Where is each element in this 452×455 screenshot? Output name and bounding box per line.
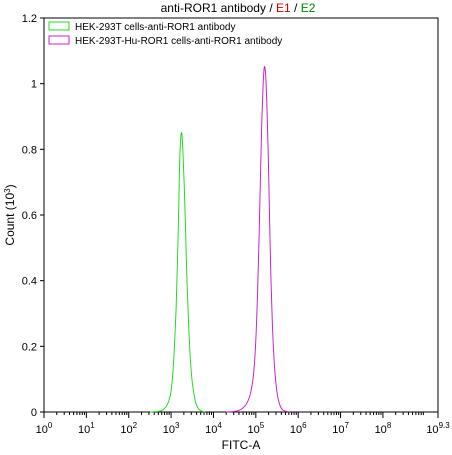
series-layer [149,66,290,413]
title-part: / [291,1,301,15]
x-tick-label: 101 [78,421,95,436]
chart-title: anti-ROR1 antibody / E1 / E2 [161,1,316,15]
y-tick-label: 0.4 [22,276,37,288]
legend-label: HEK-293T-Hu-ROR1 cells-anti-ROR1 antibod… [75,36,282,47]
series-line-2 [226,66,290,413]
title-part: anti-ROR1 antibody [161,1,266,15]
x-tick-label: 102 [120,421,137,436]
title-part: E2 [301,1,316,15]
y-tick-label: 0 [31,407,37,419]
y-tick-label: 0.8 [22,144,37,156]
legend-swatch [48,35,70,45]
plot-frame [43,17,439,413]
legend-swatch [48,21,70,31]
x-tick-label: 108 [375,421,392,436]
y-ticks: 0 0.2 0.4 0.6 0.8 1 1.2 [22,13,44,419]
x-tick-label: 106 [290,421,307,436]
legend: HEK-293T cells-anti-ROR1 antibody HEK-293… [48,21,282,47]
x-tick-label: 105 [247,421,264,436]
x-tick-label: 103 [163,421,180,436]
title-part: E1 [276,1,291,15]
y-tick-label: 0.6 [22,210,37,222]
y-tick-label: 1 [31,79,37,91]
x-tick-label: 109.3 [426,421,450,436]
y-tick-label: 1.2 [22,13,37,25]
x-ticks: 100 101 102 103 104 105 106 107 108 109.3 [36,412,450,436]
y-axis-title: Count (103) [3,184,17,245]
x-tick-label: 100 [36,421,53,436]
title-part: / [266,1,276,15]
y-axis-label: Count (103) [3,184,17,245]
series-line-1 [149,132,206,413]
x-tick-label: 104 [205,421,222,436]
legend-label: HEK-293T cells-anti-ROR1 antibody [75,22,235,33]
x-axis-title: FITC-A [222,438,261,452]
x-tick-label: 107 [332,421,349,436]
y-tick-label: 0.2 [22,341,37,353]
